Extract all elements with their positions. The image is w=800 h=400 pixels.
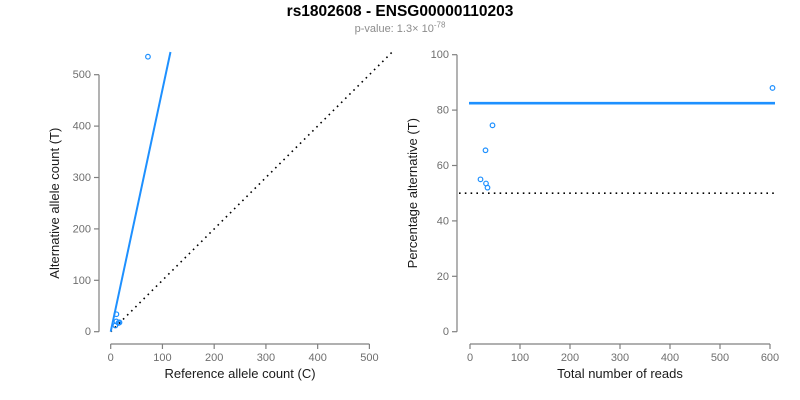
y-tick-label: 80 [437,105,449,117]
y-tick-label: 500 [73,69,91,81]
pvalue-text: p-value: 1.3× [354,23,422,35]
data-point [482,147,489,154]
x-tick-label: 400 [308,352,326,364]
x-tick-label: 500 [711,352,729,364]
x-tick-label: 300 [257,352,275,364]
pvalue-exponent: -78 [433,20,446,30]
x-tick-label: 200 [561,352,579,364]
x-tick-label: 300 [611,352,629,364]
data-point [113,311,120,318]
y-tick-label: 200 [73,223,91,235]
x-tick-label: 0 [108,352,114,364]
right-plot: 0 20 40 60 80 100 0 100 200 300 400 500 600 Total num… [405,49,779,381]
data-point [477,176,484,183]
y-tick-label: 100 [73,275,91,287]
fit-line [109,51,172,332]
figure-subtitle-pvalue: p-value: 1.3× 10-78 [0,20,800,36]
y-axis-title: Alternative allele count (T) [47,128,62,279]
y-tick-label: 300 [73,172,91,184]
y-tick-label: 0 [443,326,449,338]
y-tick-label: 400 [73,121,91,133]
y-tick-label: 40 [437,215,449,227]
x-axis-title: Reference allele count (C) [165,366,316,381]
y-tick-label: 0 [85,326,91,338]
figure-title: rs1802608 - ENSG00000110203 [286,3,514,20]
x-tick-label: 500 [360,352,378,364]
x-axis-title: Total number of reads [557,366,683,381]
x-tick-label: 100 [511,352,529,364]
data-point [116,319,123,326]
y-tick-label: 20 [437,271,449,283]
x-tick-label: 200 [205,352,223,364]
x-tick-label: 600 [761,352,779,364]
identity-reference-line [110,51,393,333]
y-axis-title: Percentage alternative (T) [405,118,420,268]
y-tick-label: 60 [437,160,449,172]
data-point [489,122,496,129]
x-tick-label: 400 [661,352,679,364]
pvalue-base: 10 [421,23,434,35]
data-point [769,85,776,91]
x-tick-label: 0 [467,352,473,364]
data-point [484,184,491,191]
x-tick-label: 100 [153,352,171,364]
y-tick-label: 100 [431,49,449,61]
data-point [145,53,151,60]
left-plot: 0 100 200 300 400 500 0 100 200 300 400 500 Referenc… [47,51,393,381]
